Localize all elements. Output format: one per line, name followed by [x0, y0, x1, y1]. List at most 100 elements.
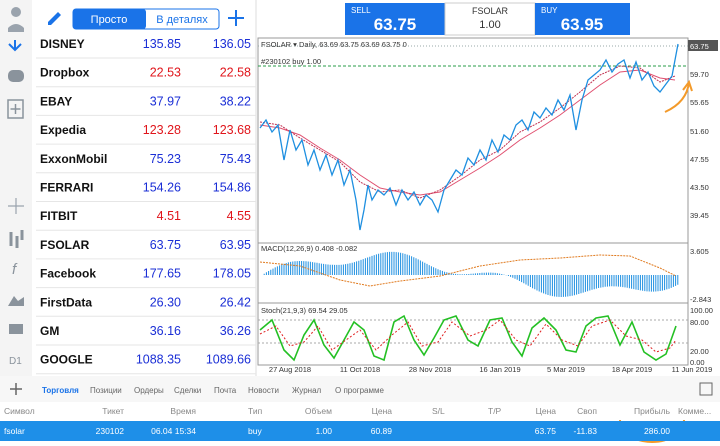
price-tick: 59.70 [690, 70, 709, 79]
icon-chat[interactable] [8, 70, 24, 82]
macd-signal [259, 254, 677, 287]
table-cell: 286.00 [644, 426, 670, 436]
quote-bid: 4.51 [157, 209, 181, 223]
quote-symbol[interactable]: GOOGLE [40, 353, 93, 367]
bottom-tab[interactable]: Почта [214, 386, 237, 395]
date-tick: 11 Oct 2018 [340, 365, 380, 374]
bottom-tab[interactable]: Торговля [42, 386, 79, 395]
quote-symbol[interactable]: FSOLAR [40, 238, 90, 252]
column-header: Символ [4, 406, 35, 416]
quote-bid: 36.16 [150, 324, 181, 338]
add-order[interactable] [10, 383, 22, 395]
icon-objects[interactable] [8, 296, 24, 306]
price-tick: 43.50 [690, 183, 709, 192]
quote-bid: 26.30 [150, 295, 181, 309]
sell-button[interactable] [345, 3, 445, 35]
quote-symbol[interactable]: FITBIT [40, 209, 78, 223]
ma-slow [259, 69, 676, 196]
icon-plus [10, 104, 21, 114]
buy-label: BUY [541, 6, 558, 15]
buy-button[interactable] [535, 3, 630, 35]
quote-bid: 22.53 [150, 66, 181, 80]
stoch-main [259, 314, 677, 362]
volume-box[interactable] [444, 2, 536, 36]
trade-symbol: FSOLAR [472, 6, 509, 16]
quote-symbol[interactable]: GM [40, 324, 59, 338]
add-symbol[interactable] [228, 10, 244, 26]
bottom-tab[interactable]: Ордеры [134, 386, 164, 395]
quote-ask: 36.26 [220, 324, 251, 338]
ma-fast [259, 65, 676, 199]
current-price-box [688, 40, 718, 51]
quote-bid: 1088.35 [136, 353, 181, 367]
sell-price: 63.75 [374, 15, 417, 34]
column-header: Тип [248, 406, 263, 416]
stoch-signal [259, 319, 677, 353]
column-header: Цена [372, 406, 393, 416]
column-header: Комме... [678, 406, 711, 416]
stoch-tick: 80.00 [690, 318, 709, 327]
tab-simple[interactable]: Просто [91, 14, 128, 26]
table-cell: 06.04 15:34 [151, 426, 196, 436]
date-tick: 16 Jan 2019 [479, 365, 520, 374]
quote-symbol[interactable]: Dropbox [40, 66, 90, 80]
chart-title: FSOLAR ▾ Daily, 63.69 63.75 63.69 63.75 … [261, 40, 407, 49]
bottom-tab[interactable]: Сделки [174, 386, 201, 395]
bottom-bar [0, 376, 720, 402]
layout-icon[interactable] [699, 382, 713, 396]
macd-label: MACD(12,26,9) 0.408 -0.082 [261, 244, 357, 253]
bottom-tab[interactable]: Позиции [90, 386, 122, 395]
price-tick: 63.75 [690, 42, 709, 51]
selected-row[interactable] [0, 421, 720, 441]
date-tick: 5 Mar 2019 [547, 365, 585, 374]
quote-bid: 135.85 [143, 37, 181, 51]
stoch-tick: 0.00 [690, 358, 705, 367]
quote-bid: 154.26 [143, 181, 181, 195]
icon-arrows[interactable] [8, 40, 22, 52]
icon-candles[interactable] [9, 230, 24, 248]
quote-bid: 123.28 [143, 123, 181, 137]
icon-crosshair[interactable] [8, 198, 24, 214]
column-header: Объем [305, 406, 332, 416]
quote-symbol[interactable]: ExxonMobil [40, 152, 107, 166]
icon-templates[interactable] [9, 324, 23, 334]
table-cell: buy [248, 426, 262, 436]
column-header: Цена [536, 406, 557, 416]
quote-symbol[interactable]: Expedia [40, 123, 86, 137]
icon-period[interactable]: D1 [9, 356, 22, 367]
bottom-tab[interactable]: О программе [335, 386, 384, 395]
bottom-tab[interactable]: Журнал [292, 386, 322, 395]
position-label: #230102 buy 1.00 [261, 57, 321, 66]
quote-bid: 177.65 [143, 267, 181, 281]
view-simple-bg[interactable] [73, 9, 146, 29]
bottom-tab[interactable]: Новости [248, 386, 279, 395]
price-line [259, 43, 679, 231]
quote-bid: 63.75 [150, 238, 181, 252]
icon-new[interactable] [7, 99, 24, 119]
macd-tick: -2.843 [690, 295, 711, 304]
quote-symbol[interactable]: DISNEY [40, 37, 85, 51]
tab-detailed[interactable]: В деталях [156, 14, 208, 26]
edit-icon[interactable] [48, 12, 61, 25]
column-header: Прибыль [634, 406, 671, 416]
quote-symbol[interactable]: FirstData [40, 295, 92, 309]
macd-bars-path [263, 251, 679, 297]
icon-indicators[interactable]: f [12, 261, 18, 278]
quote-ask: 4.55 [227, 209, 251, 223]
date-tick: 27 Aug 2018 [269, 365, 311, 374]
quote-ask: 22.58 [220, 66, 251, 80]
date-tick: 28 Nov 2018 [409, 365, 452, 374]
sell-label: SELL [351, 6, 371, 15]
stoch-tick: 100.00 [690, 306, 713, 315]
quote-symbol[interactable]: Facebook [40, 267, 96, 281]
icon-account-body [8, 24, 24, 32]
quote-symbol[interactable]: FERRARI [40, 181, 93, 195]
quote-symbol[interactable]: EBAY [40, 94, 72, 108]
icon-account[interactable] [11, 7, 21, 17]
quote-ask: 26.42 [220, 295, 251, 309]
price-tick: 51.60 [690, 127, 709, 136]
table-cell: fsolar [4, 426, 25, 436]
quote-bid: 75.23 [150, 152, 181, 166]
